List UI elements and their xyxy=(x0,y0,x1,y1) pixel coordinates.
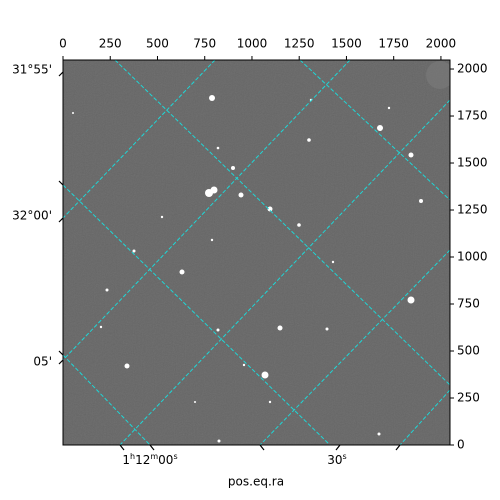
y-tick-label: 1750 xyxy=(457,109,488,123)
x-tick-label: 1250 xyxy=(284,37,315,51)
x-tick-label: 1750 xyxy=(378,37,409,51)
x-axis-label: pos.eq.ra xyxy=(228,475,284,489)
x-tick-label: 0 xyxy=(59,37,67,51)
y-tick-label: 1500 xyxy=(457,156,488,170)
stars xyxy=(72,95,423,443)
y-tick-label: 250 xyxy=(457,391,480,405)
y-tick-label: 500 xyxy=(457,344,480,358)
y-tick-label: 0 xyxy=(457,438,465,452)
x-tick-label: 2000 xyxy=(426,37,457,51)
sky-image xyxy=(63,60,450,445)
dec-tick-label: 05' xyxy=(33,355,52,369)
dec-tick-label: 31°55' xyxy=(12,63,52,77)
ra-tick-label: 1h12m00s xyxy=(122,452,177,467)
wcs-ticks xyxy=(58,71,401,451)
y-tick-label: 1000 xyxy=(457,250,488,264)
x-tick-label: 1000 xyxy=(237,37,268,51)
y-tick-label: 2000 xyxy=(457,62,488,76)
ra-tick-label: 30s xyxy=(327,452,346,467)
x-tick-label: 250 xyxy=(99,37,122,51)
coordinate-grid xyxy=(63,60,450,445)
x-tick-label: 750 xyxy=(193,37,216,51)
dec-tick-label: 32°00' xyxy=(12,209,52,223)
y-tick-label: 750 xyxy=(457,297,480,311)
plot-frame xyxy=(62,59,451,446)
y-tick-label: 1250 xyxy=(457,203,488,217)
x-tick-label: 1500 xyxy=(331,37,362,51)
x-tick-label: 500 xyxy=(146,37,169,51)
